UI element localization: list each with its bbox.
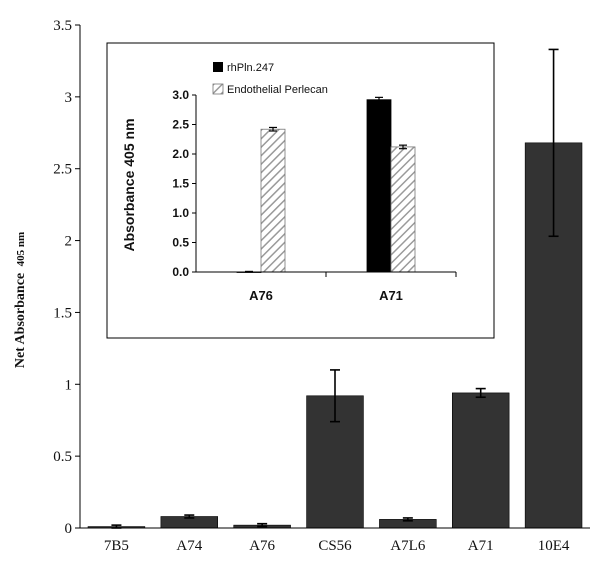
legend-label-rhpln: rhPln.247 [227,62,274,74]
inset-bar [390,146,416,273]
main-y-axis-label-main: Net Absorbance [13,273,28,368]
inset-x-tick-label: A71 [379,288,403,303]
inset-y-axis-ticks: 0.0 0.5 1.0 1.5 2.0 2.5 3.0 [172,88,196,279]
main-chart: 0 0.5 1 1.5 2 2.5 3 3.5 7B5 A74 A76 CS56 A7L6 A71 10E… [13,18,590,554]
main-y-tick-label: 1 [65,377,73,393]
inset-y-tick-label: 0.5 [172,236,189,250]
main-x-tick-label: CS56 [318,538,352,554]
main-bars [87,48,583,529]
inset-bar [366,99,392,273]
inset-y-tick-label: 0.0 [172,265,189,279]
main-y-tick-label: 2 [65,234,73,250]
inset-x-axis-labels: A76 A71 [249,272,457,303]
inset-y-tick-label: 2.0 [172,147,189,161]
main-x-tick-label: A7L6 [390,538,425,554]
main-y-axis-label-sub: 405 nm [15,232,27,267]
inset-y-axis-label: Absorbance 405 nm [121,118,137,251]
main-x-tick-label: 7B5 [104,538,129,554]
inset-legend: rhPln.247 Endothelial Perlecan [212,62,328,96]
main-x-tick-label: 10E4 [538,538,570,554]
inset-y-tick-label: 3.0 [172,88,189,102]
main-y-axis-ticks: 0 0.5 1 1.5 2 2.5 3 3.5 [53,18,80,537]
main-bar [451,392,510,529]
inset-y-tick-label: 2.5 [172,118,189,132]
main-y-tick-label: 3 [65,90,73,106]
legend-swatch-rhpln [213,62,223,72]
main-y-axis-label: Net Absorbance 405 nm [13,232,28,368]
main-x-tick-label: A74 [176,538,202,554]
inset-chart: 0.0 0.5 1.0 1.5 2.0 2.5 3.0 A76 A71 Absorbance … [106,42,495,339]
inset-x-tick-label: A76 [249,288,273,303]
inset-bars [236,96,416,273]
legend-label-endothelial: Endothelial Perlecan [227,84,328,96]
inset-bar [260,128,286,273]
legend-swatch-endothelial [212,83,224,95]
main-x-tick-label: A71 [468,538,494,554]
main-y-tick-label: 2.5 [53,162,72,178]
main-x-tick-label: A76 [249,538,275,554]
inset-y-tick-label: 1.0 [172,206,189,220]
main-y-tick-label: 0.5 [53,449,72,465]
inset-y-tick-label: 1.5 [172,177,189,191]
main-y-tick-label: 3.5 [53,18,72,34]
inset-frame [106,42,495,339]
main-y-tick-label: 1.5 [53,305,72,321]
main-y-tick-label: 0 [65,521,73,537]
main-x-axis-labels: 7B5 A74 A76 CS56 A7L6 A71 10E4 [104,538,570,554]
